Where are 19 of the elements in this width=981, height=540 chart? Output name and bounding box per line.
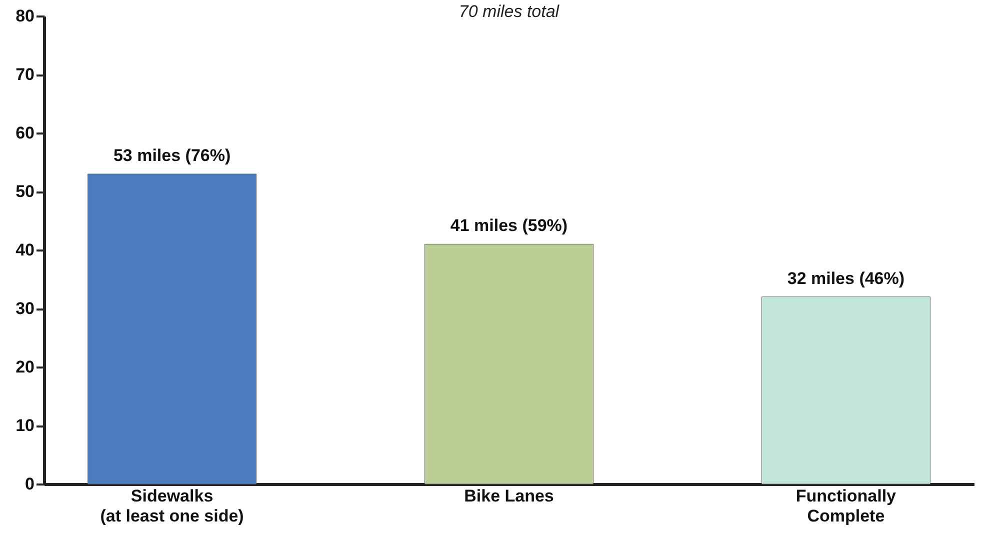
data-label: 41 miles (59%)	[450, 216, 568, 236]
y-tick-label: 70	[16, 65, 34, 84]
y-tick-label: 0	[25, 474, 34, 494]
bar	[424, 244, 594, 484]
y-tick-label: 20	[16, 358, 34, 376]
y-tick-label: 10	[16, 416, 34, 435]
data-label: 32 miles (46%)	[787, 268, 905, 288]
y-tick-label: 60	[16, 124, 34, 142]
bar	[761, 296, 930, 484]
y-tick-label: 40	[16, 240, 34, 260]
data-label: 53 miles (76%)	[113, 146, 231, 165]
y-tick-label: 30	[16, 299, 34, 318]
y-tick-label: 50	[16, 182, 34, 201]
x-tick-label: Sidewalks (at least one side)	[100, 486, 244, 526]
x-tick-label: Bike Lanes	[464, 486, 554, 506]
bar	[88, 174, 257, 484]
x-tick-label: Functionally Complete	[796, 486, 897, 526]
chart-title: 70 miles total	[458, 2, 560, 21]
y-tick-label: 80	[16, 6, 34, 26]
